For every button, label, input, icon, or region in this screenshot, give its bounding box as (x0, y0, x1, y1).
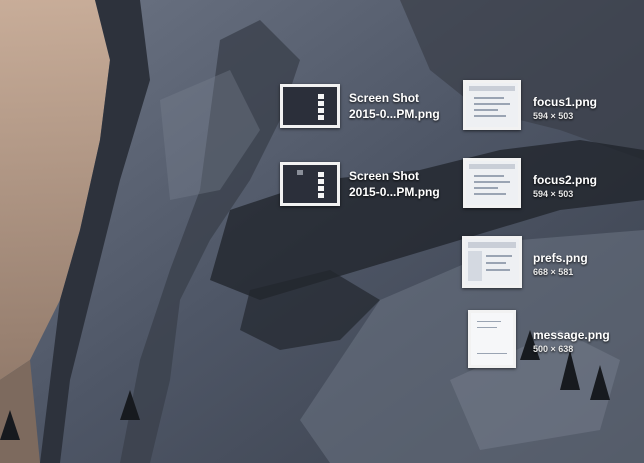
mini-thumb-detail (477, 327, 497, 328)
file-label[interactable]: Screen Shot 2015-0...PM.png (349, 168, 440, 200)
mini-thumb-detail (486, 269, 510, 271)
file-dimensions: 594 × 503 (533, 111, 574, 121)
mini-thumb-detail (486, 255, 512, 257)
mini-thumb-detail (474, 193, 506, 195)
mini-thumb-detail (318, 186, 324, 191)
mini-thumb-detail (477, 321, 501, 322)
mini-thumb-detail (469, 164, 515, 169)
file-label[interactable]: focus2.png 594 × 503 (533, 172, 597, 200)
file-name: focus1.png (533, 95, 598, 109)
mini-thumb-detail (477, 353, 507, 354)
mini-thumb-detail (474, 115, 506, 117)
file-name-line1: Screen Shot (349, 91, 420, 105)
mini-thumb-detail (474, 109, 498, 111)
image-thumbnail-icon[interactable] (468, 310, 516, 368)
mini-thumb-detail (474, 97, 504, 99)
file-label[interactable]: focus1.png 594 × 503 (533, 94, 597, 122)
mini-thumb-detail (318, 94, 324, 99)
mini-thumb-detail (468, 242, 516, 248)
mini-thumb-detail (474, 181, 510, 183)
file-name: focus2.png (533, 173, 598, 187)
file-dimensions: 668 × 581 (533, 267, 574, 277)
file-label[interactable]: prefs.png 668 × 581 (533, 250, 588, 278)
mini-thumb-detail (318, 179, 324, 184)
file-dimensions: 500 × 638 (533, 344, 574, 354)
mini-thumb-detail (318, 101, 324, 106)
mini-thumb-detail (468, 251, 482, 281)
file-label[interactable]: Screen Shot 2015-0...PM.png (349, 90, 440, 122)
mini-thumb-detail (474, 187, 498, 189)
mini-thumb-detail (318, 115, 324, 120)
mini-thumb-detail (474, 103, 510, 105)
file-label[interactable]: message.png 500 × 638 (533, 327, 610, 355)
mini-thumb-detail (474, 175, 504, 177)
file-name-line2: 2015-0...PM.png (349, 185, 440, 199)
mini-thumb-detail (318, 108, 324, 113)
mini-thumb-detail (486, 262, 506, 264)
file-name: message.png (533, 328, 610, 342)
mini-thumb-detail (297, 170, 303, 175)
image-thumbnail-icon[interactable] (463, 158, 521, 208)
image-thumbnail-icon[interactable] (463, 80, 521, 130)
file-dimensions: 594 × 503 (533, 189, 574, 199)
mini-thumb-detail (318, 193, 324, 198)
screenshot-thumbnail-icon[interactable] (280, 162, 340, 206)
file-name: prefs.png (533, 251, 588, 265)
image-thumbnail-icon[interactable] (462, 236, 522, 288)
mini-thumb-detail (318, 172, 324, 177)
file-name-line2: 2015-0...PM.png (349, 107, 440, 121)
file-name-line1: Screen Shot (349, 169, 420, 183)
mini-thumb-detail (469, 86, 515, 91)
screenshot-thumbnail-icon[interactable] (280, 84, 340, 128)
